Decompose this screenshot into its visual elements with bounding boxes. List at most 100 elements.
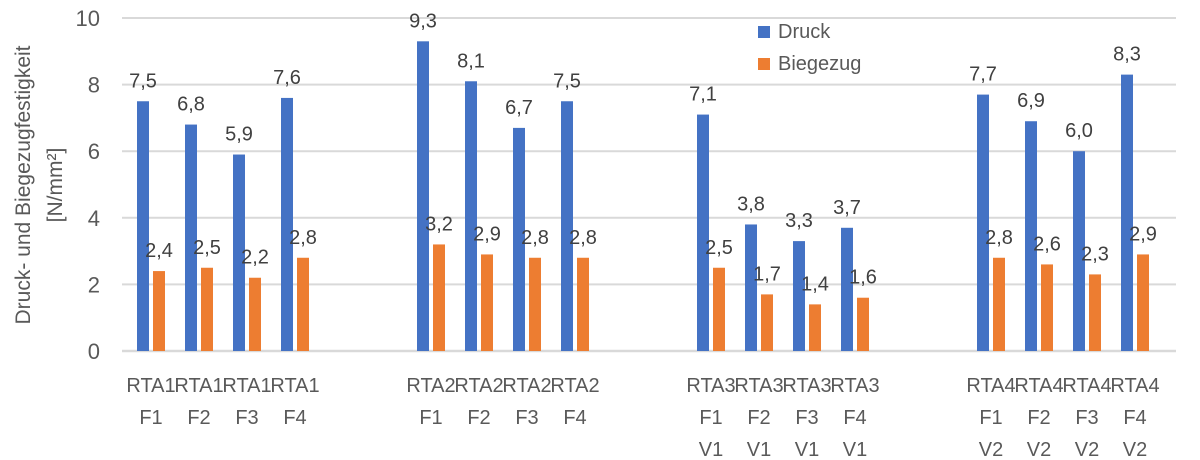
- x-tick-label: F4: [1123, 407, 1146, 429]
- y-axis-title: Druck- und Biegezugfestigkeit [N/mm²]: [12, 45, 67, 324]
- bar-biegezug: [857, 297, 869, 351]
- data-label-biegezug: 1,4: [801, 273, 829, 295]
- x-tick-label: F2: [747, 407, 770, 429]
- x-tick-label: RTA3: [686, 375, 735, 397]
- x-tick-label: F1: [699, 407, 722, 429]
- legend-label: Biegezug: [778, 53, 861, 75]
- data-label-druck: 7,5: [129, 70, 157, 92]
- bar-druck: [465, 81, 477, 352]
- data-label-druck: 8,3: [1113, 44, 1141, 66]
- x-tick-label: F3: [235, 407, 258, 429]
- x-tick-label: F3: [515, 407, 538, 429]
- x-tick-label: F4: [843, 407, 866, 429]
- x-tick-label: V2: [1123, 439, 1147, 460]
- y-tick-label: 6: [88, 139, 100, 164]
- bar-druck: [1121, 74, 1133, 352]
- x-tick-label: V1: [795, 439, 819, 460]
- data-label-druck: 7,5: [553, 70, 581, 92]
- bar-biegezug: [153, 271, 165, 351]
- bar-biegezug: [529, 257, 541, 351]
- bar-biegezug: [297, 257, 309, 351]
- x-tick-label: F2: [187, 407, 210, 429]
- y-tick-label: 4: [88, 206, 100, 231]
- x-tick-label: RTA3: [734, 375, 783, 397]
- data-label-druck: 5,9: [225, 124, 253, 146]
- legend: Druck Biegezug: [758, 21, 861, 75]
- x-tick-label: RTA3: [830, 375, 879, 397]
- x-axis-categories: RTA1 F1 RTA1 F2 RTA1 F3 RTA1 F4 RTA2 F1 RTA2 F2 RTA2…: [126, 375, 1159, 460]
- y-tick-label: 0: [88, 339, 100, 364]
- x-tick-label: F4: [283, 407, 306, 429]
- data-label-biegezug: 2,8: [289, 227, 317, 249]
- x-tick-label: RTA2: [502, 375, 551, 397]
- x-tick-label: V1: [699, 439, 723, 460]
- data-label-biegezug: 2,9: [473, 223, 501, 245]
- data-label-biegezug: 2,8: [985, 227, 1013, 249]
- bar-druck: [793, 241, 805, 351]
- x-tick-label: F2: [1027, 407, 1050, 429]
- x-tick-label: RTA4: [1014, 375, 1063, 397]
- bar-biegezug: [577, 257, 589, 351]
- legend-label: Druck: [778, 21, 831, 43]
- bar-druck: [137, 101, 149, 351]
- bar-druck: [185, 124, 197, 351]
- x-tick-label: RTA4: [966, 375, 1015, 397]
- data-label-druck: 6,7: [505, 97, 533, 119]
- bar-druck: [697, 114, 709, 351]
- data-labels: 7,5 6,8 5,9 7,6 9,3 8,1 6,7 7,5 7,1 3,8 3,3 3,7 7,7 6…: [129, 10, 1157, 295]
- bar-druck: [1025, 121, 1037, 351]
- data-label-biegezug: 2,8: [521, 227, 549, 249]
- bar-biegezug: [713, 267, 725, 351]
- bar-biegezug: [809, 304, 821, 351]
- x-tick-label: V1: [843, 439, 867, 460]
- x-tick-label: RTA3: [782, 375, 831, 397]
- data-label-biegezug: 2,5: [705, 237, 733, 259]
- y-tick-label: 10: [76, 6, 100, 31]
- y-tick-label: 2: [88, 272, 100, 297]
- y-axis-title-line: [N/mm²]: [44, 148, 67, 223]
- legend-swatch: [758, 58, 770, 70]
- x-tick-label: F4: [563, 407, 586, 429]
- data-label-biegezug: 2,3: [1081, 243, 1109, 265]
- x-tick-label: RTA1: [174, 375, 223, 397]
- bar-druck: [513, 127, 525, 351]
- data-label-biegezug: 3,2: [425, 213, 453, 235]
- x-tick-label: F1: [419, 407, 442, 429]
- y-axis-title-line: Druck- und Biegezugfestigkeit: [12, 45, 35, 324]
- data-label-biegezug: 1,7: [753, 263, 781, 285]
- x-tick-label: V2: [1075, 439, 1099, 460]
- bar-biegezug: [433, 244, 445, 351]
- x-tick-label: F3: [795, 407, 818, 429]
- data-label-biegezug: 2,2: [241, 247, 269, 269]
- bar-biegezug: [1041, 264, 1053, 351]
- bar-biegezug: [1089, 274, 1101, 351]
- bar-druck: [281, 97, 293, 351]
- data-label-druck: 7,1: [689, 84, 717, 106]
- data-label-biegezug: 1,6: [849, 267, 877, 289]
- data-label-biegezug: 2,6: [1033, 233, 1061, 255]
- data-label-biegezug: 2,9: [1129, 223, 1157, 245]
- data-label-druck: 3,8: [737, 193, 765, 215]
- x-tick-label: RTA1: [270, 375, 319, 397]
- x-tick-label: F1: [979, 407, 1002, 429]
- x-tick-label: F3: [1075, 407, 1098, 429]
- bar-druck: [841, 227, 853, 351]
- bars: [137, 41, 1149, 352]
- legend-swatch: [758, 26, 770, 38]
- x-tick-label: RTA1: [126, 375, 175, 397]
- data-label-druck: 6,0: [1065, 120, 1093, 142]
- x-tick-label: V2: [979, 439, 1003, 460]
- bar-druck: [745, 224, 757, 351]
- x-tick-label: V2: [1027, 439, 1051, 460]
- data-label-druck: 9,3: [409, 10, 437, 32]
- data-label-druck: 6,8: [177, 94, 205, 116]
- bar-druck: [1073, 151, 1085, 351]
- data-label-biegezug: 2,4: [145, 240, 173, 262]
- x-tick-label: F2: [467, 407, 490, 429]
- x-tick-label: RTA2: [550, 375, 599, 397]
- x-tick-label: RTA4: [1110, 375, 1159, 397]
- x-tick-label: F1: [139, 407, 162, 429]
- x-tick-label: V1: [747, 439, 771, 460]
- x-tick-label: RTA1: [222, 375, 271, 397]
